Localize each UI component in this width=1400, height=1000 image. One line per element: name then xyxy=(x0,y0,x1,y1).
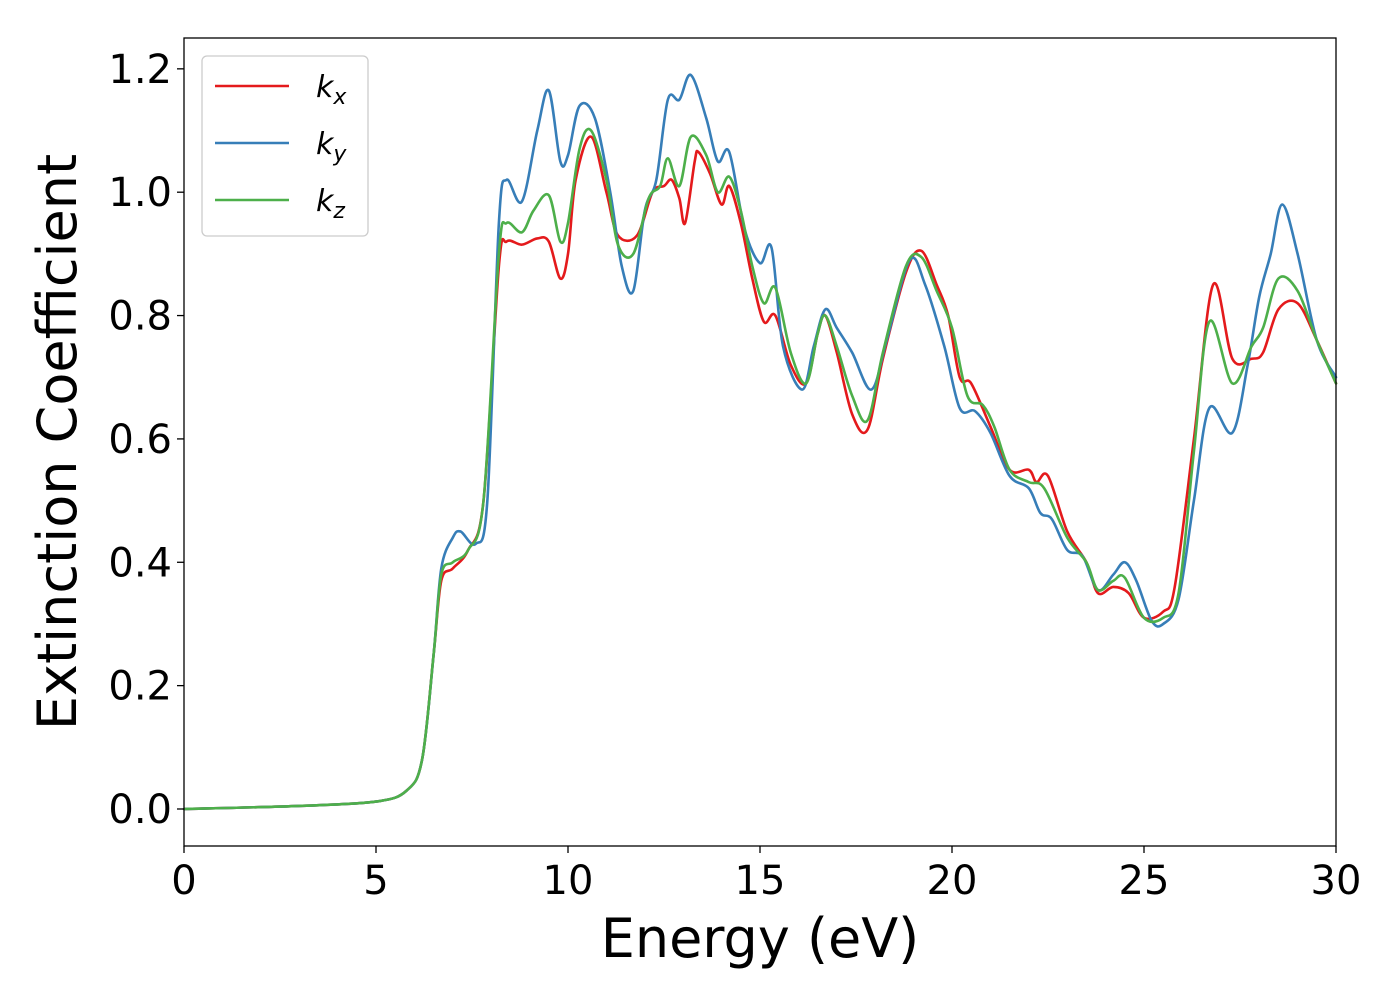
x-tick-label: 10 xyxy=(543,858,594,904)
y-axis-ticks: 0.0 0.2 0.4 0.6 0.8 1.0 1.2 xyxy=(108,47,184,833)
legend-label-k-x: kx xyxy=(316,70,347,110)
x-tick-label: 15 xyxy=(735,858,786,904)
y-axis-title: Extinction Coefficient xyxy=(26,154,89,730)
x-tick-label: 5 xyxy=(363,858,388,904)
legend-label-k-z: kz xyxy=(316,184,345,224)
y-tick-label: 0.8 xyxy=(108,294,172,340)
y-tick-label: 0.4 xyxy=(108,540,172,586)
y-tick-label: 0.6 xyxy=(108,417,172,463)
x-axis-title: Energy (eV) xyxy=(601,907,920,970)
x-tick-label: 20 xyxy=(927,858,978,904)
series-line-k-z xyxy=(182,127,1338,811)
series-layer xyxy=(182,73,1338,811)
x-tick-label: 25 xyxy=(1119,858,1170,904)
legend-box xyxy=(201,55,369,237)
legend: kx ky kz xyxy=(201,55,369,237)
y-tick-label: 0.2 xyxy=(108,664,172,710)
y-tick-label: 1.2 xyxy=(108,47,172,93)
plot-area-background xyxy=(184,38,1336,846)
y-tick-label: 0.0 xyxy=(108,787,172,833)
x-tick-label: 30 xyxy=(1311,858,1362,904)
x-axis-ticks: 0 5 10 15 20 25 30 xyxy=(171,846,1361,904)
x-tick-label: 0 xyxy=(171,858,196,904)
y-tick-label: 1.0 xyxy=(108,170,172,216)
legend-label-k-y: ky xyxy=(316,127,347,167)
